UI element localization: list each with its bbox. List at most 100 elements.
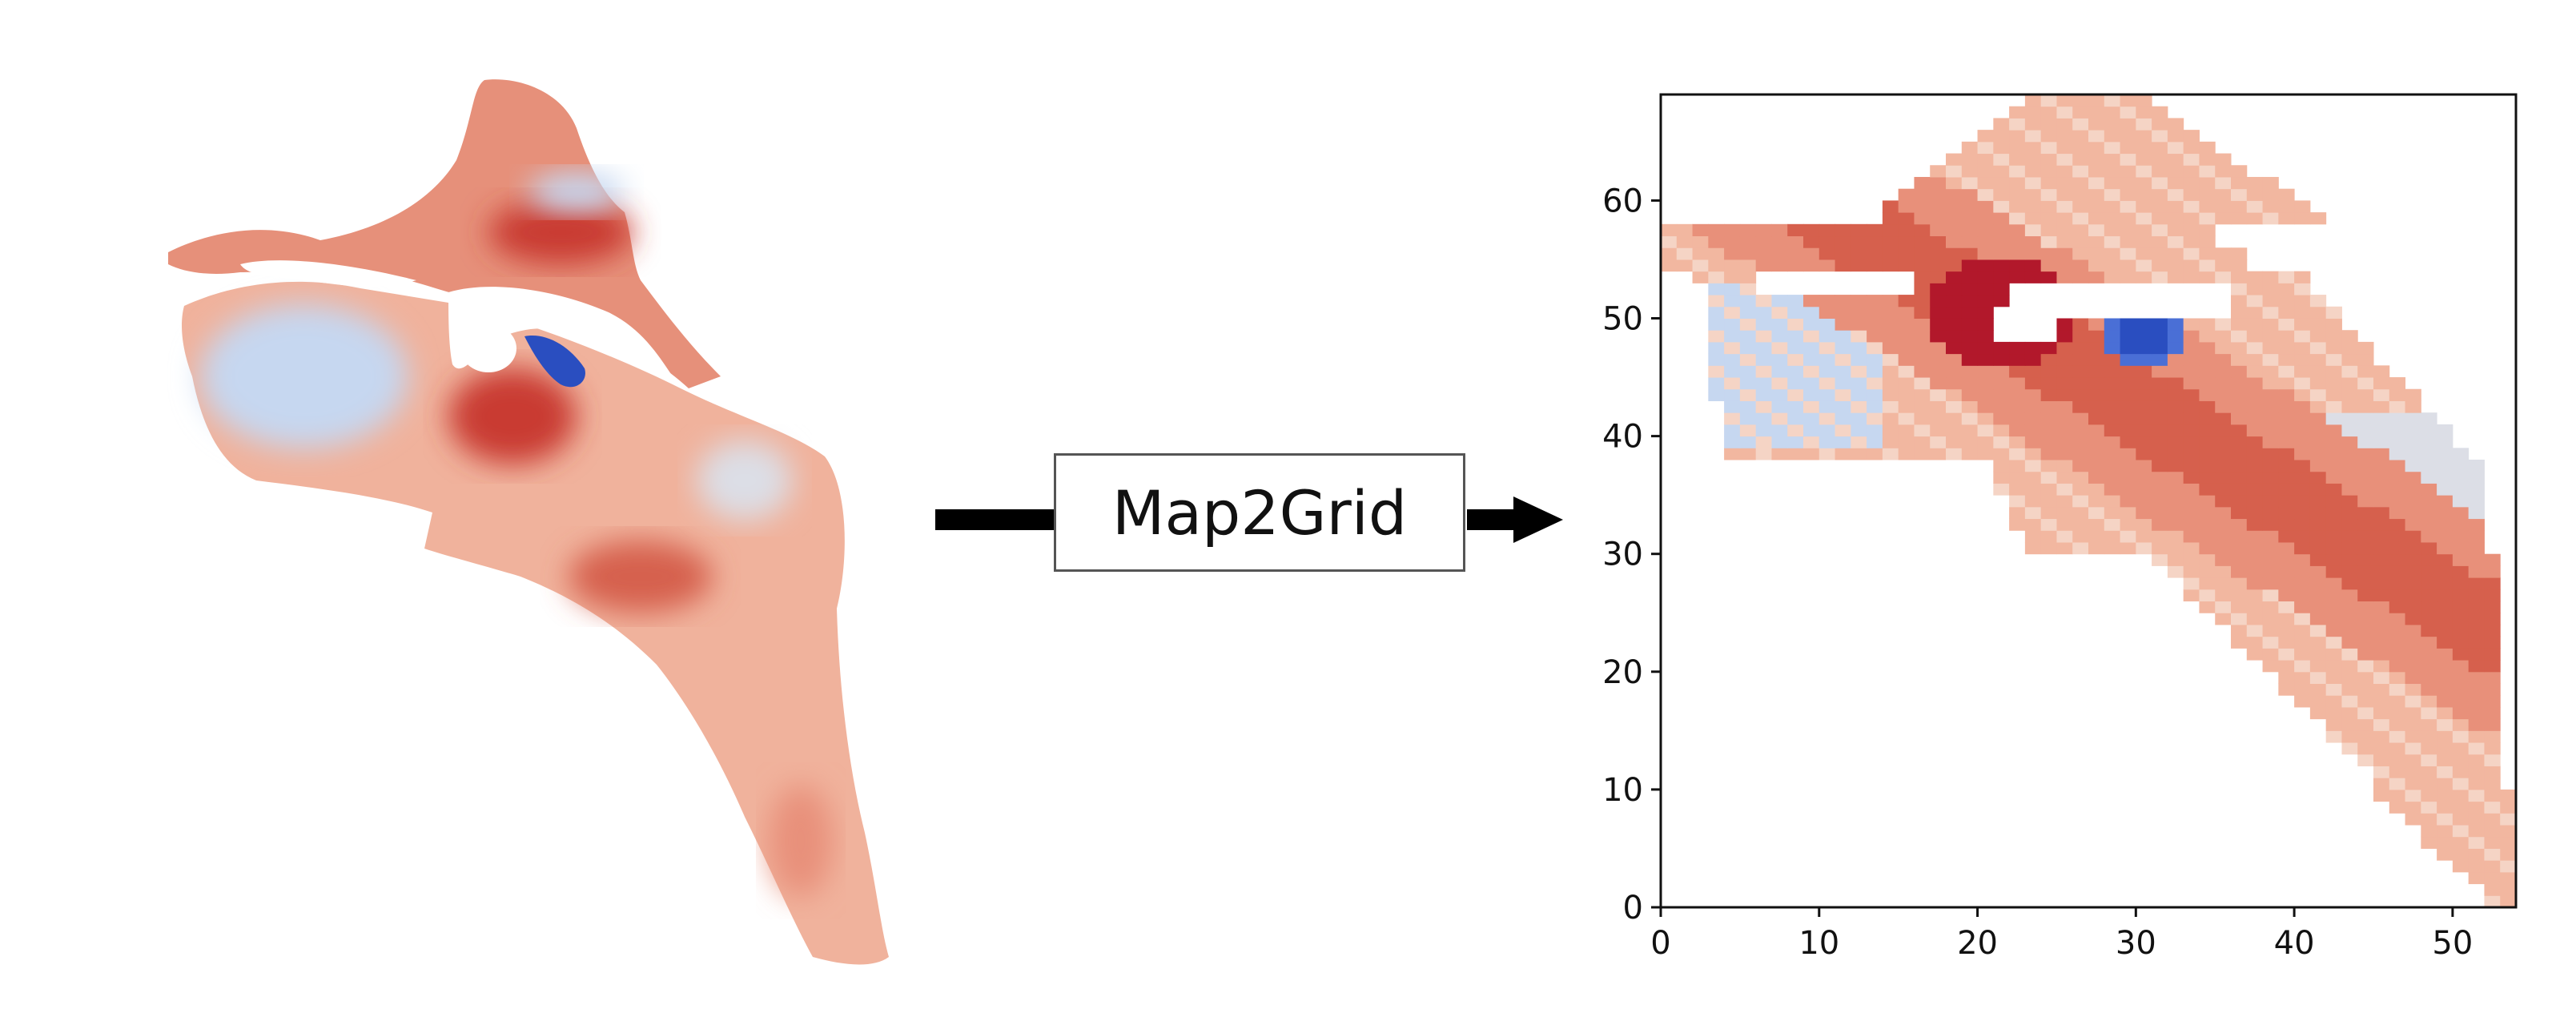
grid-cell xyxy=(2040,530,2057,543)
grid-cell xyxy=(1882,318,1899,331)
grid-cell xyxy=(2246,495,2264,508)
grid-cell xyxy=(1930,318,1947,331)
grid-cell xyxy=(1914,377,1931,390)
grid-cell xyxy=(1914,188,1931,201)
grid-cell xyxy=(1724,247,1741,260)
grid-cell xyxy=(2421,660,2437,673)
grid-cell xyxy=(2437,495,2453,508)
grid-cell xyxy=(1898,295,1915,308)
grid-cell xyxy=(2120,235,2136,248)
grid-cell xyxy=(2421,836,2437,849)
grid-cell xyxy=(2183,130,2200,143)
grid-cell xyxy=(2421,553,2437,566)
grid-cell xyxy=(2167,330,2184,343)
grid-cell xyxy=(1867,424,1883,437)
grid-cell xyxy=(1818,318,1836,331)
grid-cell xyxy=(1724,365,1741,378)
grid-cell xyxy=(1961,235,1979,248)
grid-cell xyxy=(2088,247,2105,260)
grid-cell xyxy=(2437,471,2453,484)
grid-cell xyxy=(2152,541,2168,555)
grid-cell xyxy=(2072,130,2089,143)
grid-cell xyxy=(2136,318,2152,331)
grid-cell xyxy=(2088,471,2105,484)
grid-cell xyxy=(2452,754,2470,766)
grid-cell xyxy=(2437,778,2453,790)
grid-cell xyxy=(1676,247,1694,260)
grid-cell xyxy=(1946,188,1963,201)
grid-cell xyxy=(2341,589,2358,602)
grid-cell xyxy=(2056,541,2073,555)
grid-cell xyxy=(2278,565,2295,578)
grid-cell xyxy=(2183,153,2200,166)
grid-cell xyxy=(1914,424,1931,437)
grid-cell xyxy=(2167,518,2184,531)
grid-cell xyxy=(1977,235,1994,248)
grid-cell xyxy=(1787,353,1804,366)
grid-cell xyxy=(2389,671,2406,685)
grid-cell xyxy=(2183,330,2200,343)
grid-cell xyxy=(1803,295,1820,308)
grid-cell xyxy=(1708,306,1725,319)
grid-cell xyxy=(2405,495,2421,508)
grid-cell xyxy=(1993,388,2010,401)
grid-cell xyxy=(1755,235,1772,248)
grid-cell xyxy=(1882,353,1899,366)
grid-cell xyxy=(1930,424,1947,437)
grid-cell xyxy=(2325,695,2342,708)
grid-cell xyxy=(2341,577,2358,590)
grid-cell xyxy=(1882,330,1899,343)
grid-cell xyxy=(1882,448,1899,460)
grid-cell xyxy=(2373,388,2390,401)
grid-cell xyxy=(2405,471,2421,484)
grid-cell xyxy=(2072,424,2089,437)
grid-cell xyxy=(2294,518,2311,531)
grid-cell xyxy=(2452,825,2470,838)
grid-cell xyxy=(2167,553,2184,566)
grid-cell xyxy=(1771,247,1788,260)
grid-cell xyxy=(1961,424,1979,437)
grid-cell xyxy=(1961,365,1979,378)
grid-cell xyxy=(2120,541,2136,555)
grid-cell xyxy=(2357,742,2374,755)
grid-cell xyxy=(1755,247,1772,260)
grid-cell xyxy=(1977,271,1994,283)
grid-cell xyxy=(2152,448,2168,460)
grid-cell xyxy=(1946,388,1963,401)
grid-cell xyxy=(2072,330,2089,343)
grid-cell xyxy=(2389,589,2406,602)
grid-cell xyxy=(2104,271,2121,283)
grid-cell xyxy=(2231,483,2248,496)
grid-cell xyxy=(2136,130,2152,143)
grid-cell xyxy=(2056,424,2073,437)
grid-cell xyxy=(1803,247,1820,260)
plot-frame xyxy=(1659,93,2518,909)
grid-cell xyxy=(2215,589,2232,602)
grid-cell xyxy=(2199,424,2216,437)
grid-cell xyxy=(2278,518,2295,531)
grid-cell xyxy=(1961,353,1979,366)
grid-cell xyxy=(1755,400,1772,413)
grid-cell xyxy=(2325,601,2342,613)
grid-cell xyxy=(2056,106,2073,119)
grid-cell xyxy=(2056,448,2073,460)
grid-cell xyxy=(1914,235,1931,248)
grid-cell xyxy=(2421,636,2437,649)
grid-cell xyxy=(1961,330,1979,343)
grid-cell xyxy=(2231,553,2248,566)
grid-cell xyxy=(2405,613,2421,625)
grid-cell xyxy=(2278,577,2295,590)
grid-cell xyxy=(2373,483,2390,496)
grid-cell xyxy=(1851,306,1867,319)
grid-cell xyxy=(1818,412,1836,425)
grid-cell xyxy=(2104,153,2121,166)
grid-cell xyxy=(2246,330,2264,343)
grid-cell xyxy=(2262,318,2279,331)
grid-cell xyxy=(2199,212,2216,225)
grid-cell xyxy=(2309,330,2327,343)
grid-cell xyxy=(2088,330,2105,343)
arrow-output-shaft xyxy=(1467,509,1517,530)
grid-cell xyxy=(1803,448,1820,460)
grid-cell xyxy=(2437,742,2453,755)
grid-cell xyxy=(2309,353,2327,366)
